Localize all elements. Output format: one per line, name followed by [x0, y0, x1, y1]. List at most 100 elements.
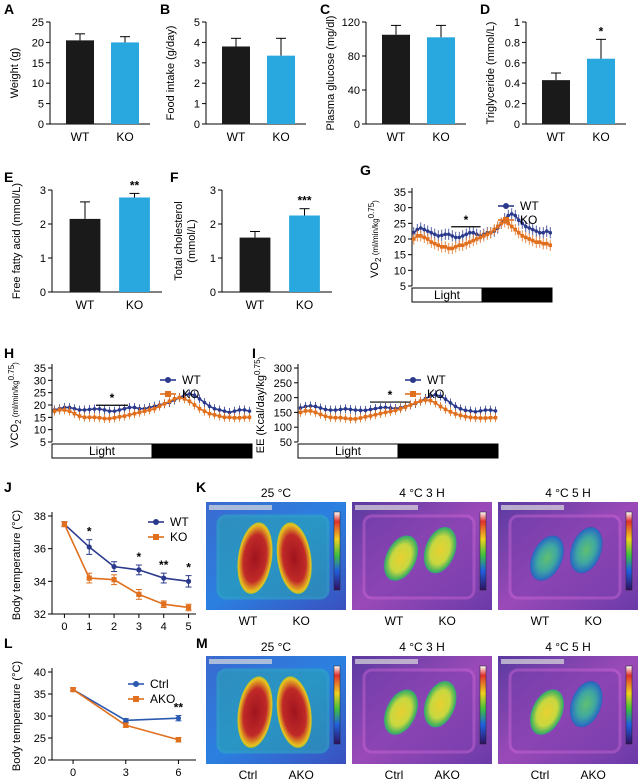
legend-label-ko: KO — [182, 387, 199, 401]
point-wt — [438, 394, 443, 398]
point-ko — [403, 405, 408, 409]
point-wt — [488, 408, 493, 412]
point-ko — [373, 412, 378, 417]
point-wt — [328, 408, 333, 412]
point-wt — [343, 407, 348, 411]
point-ko — [308, 409, 313, 413]
point-ko — [428, 398, 433, 403]
point-ko — [453, 412, 458, 416]
point-wt — [197, 397, 202, 401]
y-tick-label: 2 — [40, 219, 46, 231]
point-ko — [72, 411, 77, 416]
point-wt — [92, 407, 97, 411]
point-ko — [425, 237, 430, 241]
point-ko — [227, 415, 232, 420]
mouse-label-right: KO — [293, 614, 310, 628]
point-wt — [509, 212, 514, 216]
point-ko — [86, 575, 92, 581]
point-ko — [474, 237, 479, 241]
point-wt — [217, 408, 222, 412]
y-tick-label: 0 — [40, 287, 46, 299]
y-tick-label: 20 — [34, 400, 46, 412]
significance-star: ** — [174, 701, 184, 715]
temperature-scale — [479, 511, 487, 591]
significance-star: * — [388, 388, 393, 402]
y-tick-label: 15 — [34, 412, 46, 424]
point-wt — [458, 407, 463, 411]
y-tick-label: 38 — [34, 511, 46, 523]
point-ko — [436, 243, 441, 248]
point-ko — [483, 416, 488, 420]
thermal-image-k-2: 4 °C 3 H WT KO — [352, 486, 492, 628]
y-axis-label: Triglyceride (mmol/L) — [485, 22, 497, 125]
point-ko — [398, 407, 403, 411]
point-ko — [338, 415, 343, 420]
mouse-label-right: KO — [585, 614, 602, 628]
point-ko — [527, 237, 532, 241]
point-wt — [77, 408, 82, 412]
point-ko — [433, 401, 438, 405]
point-ko — [77, 414, 82, 418]
y-tick-label: 30 — [34, 711, 46, 723]
point-wt — [544, 229, 549, 233]
y-tick-label: 150 — [274, 407, 292, 419]
point-wt — [548, 230, 553, 235]
status-strip — [209, 505, 272, 510]
temperature-scale — [333, 665, 341, 745]
point-wt — [433, 392, 438, 397]
point-wt — [429, 230, 434, 235]
temperature-scale — [625, 511, 633, 591]
y-tick-label: 25 — [34, 733, 46, 745]
y-tick-label: 10 — [32, 78, 44, 90]
point-wt — [86, 544, 92, 550]
x-category-label: KO — [126, 298, 143, 312]
point-wt — [460, 234, 465, 238]
cage-tray — [362, 668, 476, 754]
panel-label-i: I — [252, 345, 256, 361]
mouse-label-left: Ctrl — [385, 768, 404, 782]
legend-marker — [410, 377, 416, 383]
point-wt — [541, 230, 546, 235]
mouse-label-right: AKO — [289, 768, 314, 782]
dark-period-bar — [481, 287, 553, 303]
y-tick-label: 1 — [210, 253, 216, 265]
bar-chart-c: 0 40 80 120 Plasma glucose (mg/dl) WT KO — [325, 16, 466, 144]
significance-star: * — [464, 213, 469, 227]
point-wt — [411, 230, 416, 235]
point-ko — [328, 415, 333, 420]
point-ko — [62, 408, 67, 412]
point-wt — [483, 408, 488, 412]
panel-label-d: D — [480, 1, 490, 17]
point-ko — [161, 601, 167, 607]
point-ko — [423, 398, 428, 402]
y-tick-label: 35 — [34, 363, 46, 375]
point-ko — [177, 395, 182, 400]
thermal-condition-title: 4 °C 3 H — [399, 640, 444, 654]
x-category-label: WT — [387, 130, 406, 144]
point-ko — [418, 234, 423, 238]
point-wt — [338, 407, 343, 412]
point-ako — [123, 722, 129, 728]
point-ko — [298, 410, 303, 415]
mouse-label-right: KO — [439, 614, 456, 628]
point-wt — [247, 409, 252, 413]
point-wt — [161, 575, 167, 581]
point-ko — [122, 414, 127, 418]
point-wt — [323, 407, 328, 412]
point-ko — [418, 399, 423, 403]
point-wt — [468, 409, 473, 413]
point-wt — [516, 218, 521, 222]
y-axis-label: EE (Kcal/day/kg0.75) — [253, 356, 267, 453]
y-tick-label: 1 — [514, 17, 520, 29]
point-wt — [368, 407, 373, 412]
point-ko — [513, 227, 518, 232]
bar-wt — [239, 237, 271, 292]
bar-ko — [119, 197, 150, 292]
x-category-label: WT — [227, 130, 246, 144]
point-ko — [523, 235, 528, 240]
point-ko — [67, 409, 72, 413]
status-strip — [501, 659, 564, 664]
